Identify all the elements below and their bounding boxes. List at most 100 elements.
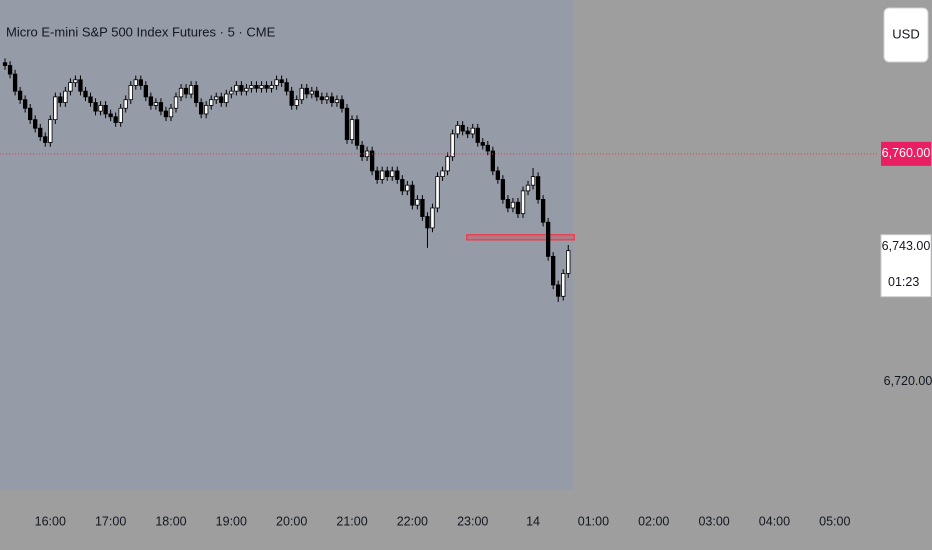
candle-body — [219, 96, 224, 103]
candle-body — [339, 99, 345, 109]
candle-body — [380, 170, 385, 180]
candle-body — [264, 85, 269, 89]
candle-body — [364, 150, 370, 158]
candle-body — [400, 179, 405, 192]
candle-body — [73, 79, 78, 84]
candle-body — [319, 96, 325, 101]
candle-body — [209, 99, 214, 106]
candle-body — [375, 170, 380, 180]
candle-body — [68, 82, 73, 92]
candle-body — [329, 96, 335, 103]
candle-body — [143, 85, 148, 98]
candle-body — [455, 124, 460, 135]
candle-body — [395, 170, 400, 180]
candle-body — [430, 207, 435, 229]
candle-body — [405, 184, 410, 192]
candle-body — [425, 216, 430, 229]
candle-body — [43, 136, 48, 143]
candle-body — [58, 96, 63, 103]
currency-button[interactable] — [883, 7, 929, 63]
candle-body — [566, 250, 571, 274]
candle-body — [314, 90, 319, 98]
candle-body — [279, 79, 284, 84]
candle-body — [551, 255, 556, 286]
candle-body — [53, 96, 58, 121]
candle-body — [173, 96, 179, 109]
candle-body — [525, 184, 531, 192]
x-tick-label: 20:00 — [276, 514, 307, 528]
candle-body — [93, 102, 98, 112]
candle-body — [450, 133, 455, 158]
x-tick-label: 02:00 — [638, 514, 669, 528]
candle-body — [470, 127, 475, 135]
candle-body — [234, 85, 239, 92]
candle-body — [78, 79, 83, 92]
x-tick-label: 14 — [526, 514, 540, 528]
candle-body — [214, 96, 219, 101]
candle-body — [168, 107, 174, 118]
candle-body — [83, 90, 88, 98]
x-tick-label: 05:00 — [819, 514, 850, 528]
candle-body — [12, 73, 18, 92]
candle-body — [385, 170, 390, 178]
x-tick-label: 03:00 — [698, 514, 729, 528]
candle-body — [500, 179, 506, 200]
candle-body — [354, 119, 360, 146]
candle-body — [204, 105, 209, 115]
candle-body — [480, 142, 485, 146]
candle-body — [556, 284, 561, 297]
candle-body — [415, 199, 420, 206]
x-tick-label: 16:00 — [35, 514, 66, 528]
candle-body — [485, 144, 490, 152]
candle-body — [490, 150, 495, 172]
x-tick-label: 04:00 — [759, 514, 790, 528]
x-tick-label: 19:00 — [216, 514, 247, 528]
last-price-box — [880, 234, 932, 298]
candle-body — [334, 99, 340, 103]
candle-body — [254, 85, 259, 89]
candle-body — [344, 107, 350, 140]
candle-body — [535, 176, 541, 200]
candle-body — [510, 201, 516, 209]
candle-body — [420, 199, 425, 217]
candle-body — [369, 150, 375, 172]
candle-body — [128, 85, 133, 101]
candle-body — [309, 90, 314, 95]
candle-body — [183, 87, 189, 95]
candle-body — [520, 190, 526, 215]
candle-body — [304, 87, 309, 95]
x-tick-label: 01:00 — [578, 514, 609, 528]
candle-body — [465, 130, 470, 135]
candle-body — [17, 90, 23, 101]
candle-body — [244, 87, 249, 92]
candle-body — [198, 102, 204, 115]
candle-body — [48, 119, 53, 143]
countdown-label: 01:23 — [888, 275, 919, 289]
candle-body — [224, 93, 229, 103]
currency-label[interactable]: USD — [892, 26, 919, 41]
candle-body — [63, 90, 68, 103]
session-background — [0, 0, 573, 490]
candle-body — [390, 170, 395, 178]
candle-body — [133, 79, 138, 86]
price-line-label: 6,760.00 — [882, 146, 931, 160]
candle-body — [359, 144, 365, 158]
candle-body — [561, 273, 566, 297]
candle-body — [475, 127, 480, 143]
x-tick-label: 23:00 — [457, 514, 488, 528]
candle-body — [294, 99, 299, 106]
candle-body — [103, 105, 108, 115]
candle-body — [88, 96, 93, 103]
candle-body — [249, 85, 254, 89]
x-tick-label: 22:00 — [397, 514, 428, 528]
candle-body — [299, 87, 304, 101]
candle-body — [284, 82, 289, 92]
last-price-label: 6,743.00 — [882, 239, 931, 253]
candle-body — [38, 127, 43, 138]
x-tick-label: 17:00 — [95, 514, 126, 528]
candle-body — [274, 79, 279, 86]
candle-body — [138, 79, 143, 86]
candle-body — [193, 85, 199, 103]
candle-body — [22, 99, 28, 109]
candle-body — [545, 221, 551, 257]
